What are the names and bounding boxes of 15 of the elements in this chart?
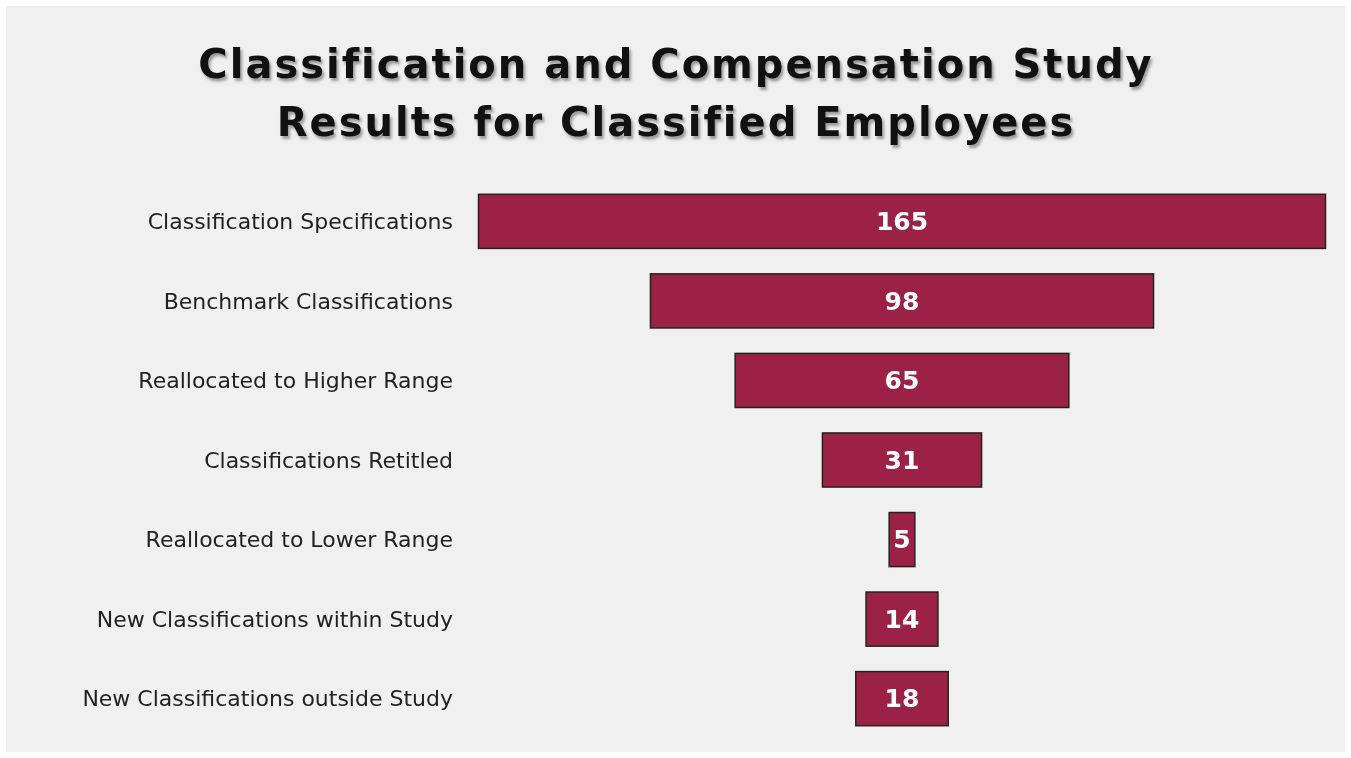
category-label: Reallocated to Higher Range — [138, 368, 453, 394]
text: Classification and Compensation Study Results for Classified Employees — [198, 41, 1154, 145]
category-label: New Classifications within Study — [96, 606, 453, 632]
data-label: 5 — [893, 525, 911, 555]
category-label: Benchmark Classifications — [163, 288, 453, 314]
data-label: 165 — [875, 207, 929, 237]
data-label: 65 — [884, 366, 920, 396]
data-label: 31 — [884, 445, 920, 475]
category-label: Classifications Retitled — [204, 447, 453, 473]
data-label: 18 — [884, 684, 920, 714]
category-label: Classification Specifications — [147, 209, 453, 235]
category-label: Reallocated to Lower Range — [145, 527, 453, 553]
data-label: 14 — [884, 604, 920, 634]
category-label: New Classifications outside Study — [82, 686, 453, 712]
data-label: 98 — [884, 286, 920, 316]
